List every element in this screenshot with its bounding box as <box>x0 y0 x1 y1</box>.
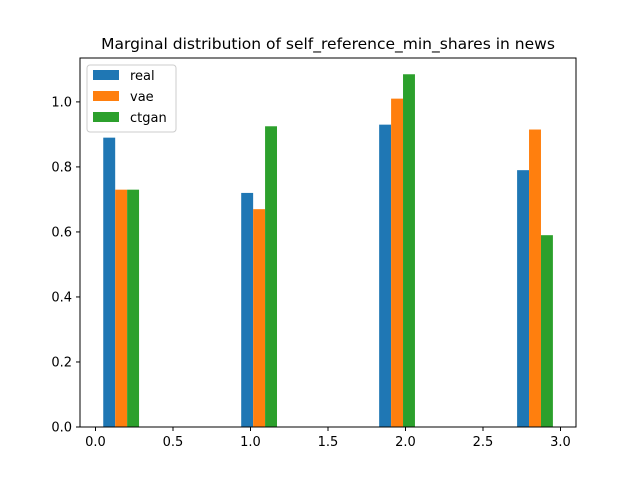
legend-swatch-real <box>93 70 119 80</box>
x-tick-label: 3.0 <box>550 435 571 450</box>
x-tick-label: 1.5 <box>318 435 339 450</box>
y-tick-label: 0.6 <box>51 225 72 240</box>
legend: real vae ctgan <box>86 64 177 133</box>
x-tick-label: 0.5 <box>163 435 184 450</box>
chart-title: Marginal distribution of self_reference_… <box>101 35 555 54</box>
x-tick-label: 0.0 <box>85 435 106 450</box>
legend-swatch-ctgan <box>93 112 119 122</box>
bars-layer <box>103 74 553 428</box>
bar-vae-3 <box>529 129 541 427</box>
bar-vae-2 <box>391 98 404 427</box>
bar-ctgan-0 <box>127 189 140 427</box>
legend-swatch-vae <box>93 91 119 101</box>
legend-label-real: real <box>130 69 155 84</box>
bar-real-3 <box>517 170 530 427</box>
x-tick-label: 1.0 <box>240 435 261 450</box>
bar-ctgan-3 <box>540 235 553 427</box>
y-tick-label: 0.4 <box>51 290 72 305</box>
y-axis: 0.0 0.2 0.4 0.6 0.8 1.0 <box>51 95 80 436</box>
x-tick-label: 2.0 <box>395 435 416 450</box>
legend-label-vae: vae <box>130 90 154 105</box>
y-tick-label: 1.0 <box>51 95 72 110</box>
y-tick-label: 0.8 <box>51 160 72 175</box>
bar-real-1 <box>241 192 254 427</box>
legend-label-ctgan: ctgan <box>130 111 167 126</box>
x-axis: 0.0 0.5 1.0 1.5 2.0 2.5 3.0 <box>85 427 571 450</box>
x-tick-label: 2.5 <box>473 435 494 450</box>
bar-ctgan-1 <box>265 126 278 427</box>
y-tick-label: 0.0 <box>51 421 72 436</box>
y-tick-label: 0.2 <box>51 355 72 370</box>
bar-ctgan-2 <box>403 74 415 428</box>
bar-real-2 <box>379 124 392 427</box>
bar-vae-1 <box>253 209 266 427</box>
bar-real-0 <box>103 137 116 427</box>
bar-vae-0 <box>115 189 128 427</box>
